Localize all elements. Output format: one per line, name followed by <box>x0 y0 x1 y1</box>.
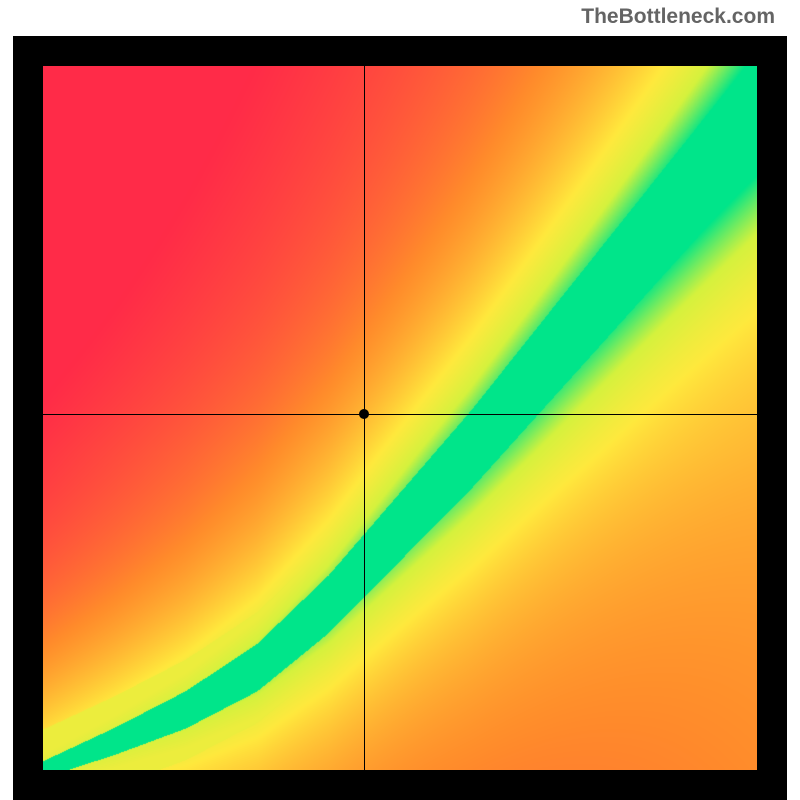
heatmap-canvas <box>43 66 757 770</box>
attribution-text: TheBottleneck.com <box>581 5 775 29</box>
plot-area <box>13 36 787 800</box>
crosshair-point <box>359 409 369 419</box>
crosshair-horizontal <box>43 414 757 415</box>
chart-container: TheBottleneck.com <box>0 0 800 800</box>
